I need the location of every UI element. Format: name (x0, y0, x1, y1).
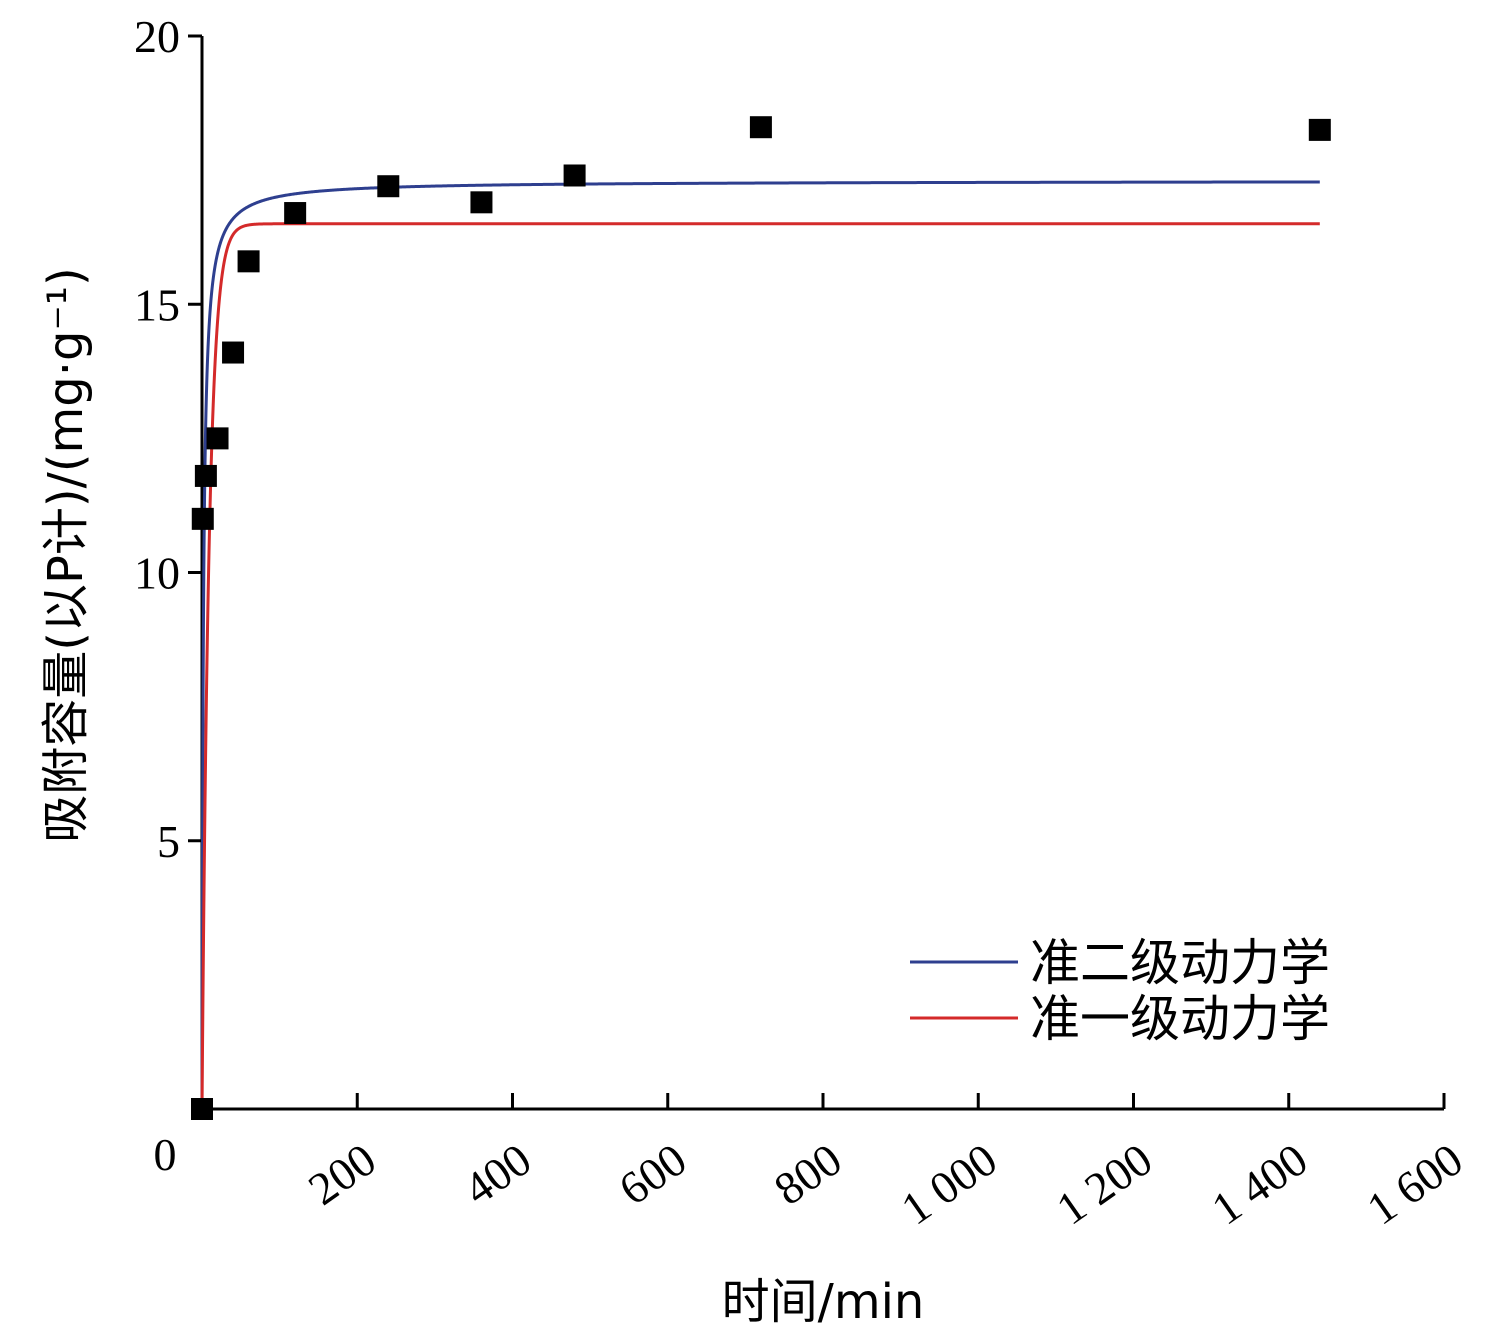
origin-label: 0 (154, 1129, 177, 1180)
x-tick-label: 200 (299, 1133, 385, 1214)
data-point (1308, 118, 1331, 141)
data-points (191, 116, 1331, 1120)
x-tick-label: 1 600 (1358, 1133, 1472, 1234)
curves (200, 180, 1320, 1109)
x-tick-label: 1 400 (1202, 1133, 1316, 1234)
data-point (284, 202, 307, 225)
data-point (206, 427, 229, 450)
y-tick-label: 10 (134, 548, 180, 599)
x-axis-title: 时间/min (722, 1274, 925, 1330)
y-tick-label: 5 (157, 816, 180, 867)
x-tick-label: 800 (765, 1133, 851, 1214)
series-line-pseudo-first-order (200, 222, 1320, 1109)
data-point (749, 116, 772, 139)
data-point (222, 341, 245, 364)
legend-label: 准一级动力学 (1030, 990, 1330, 1048)
y-axis-title: 吸附容量(以P计)/(mg·g⁻¹) (38, 267, 94, 843)
data-point (237, 250, 260, 273)
x-tick-label: 400 (454, 1133, 540, 1214)
data-point (191, 1098, 213, 1120)
x-tick-label: 1 000 (892, 1133, 1006, 1234)
data-point (191, 507, 214, 530)
data-point (194, 464, 217, 487)
y-tick-label: 15 (134, 279, 180, 330)
data-point (377, 175, 400, 198)
data-point (470, 191, 493, 214)
series-line-pseudo-second-order (200, 180, 1320, 1109)
data-point (563, 164, 586, 187)
y-tick-label: 20 (134, 11, 180, 62)
x-tick-label: 1 200 (1047, 1133, 1161, 1234)
legend-label: 准二级动力学 (1030, 934, 1330, 992)
x-tick-label: 600 (610, 1133, 696, 1214)
